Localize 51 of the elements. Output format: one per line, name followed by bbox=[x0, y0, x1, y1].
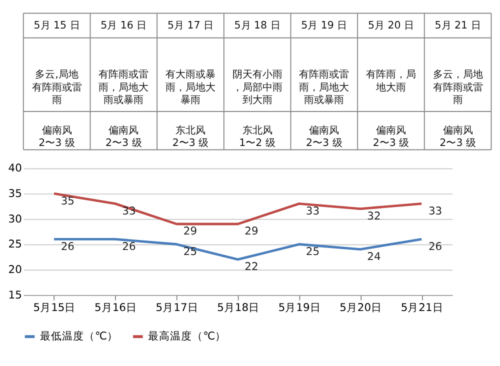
text: 5月 18 日 bbox=[234, 20, 280, 32]
text: 5月 15 日 bbox=[34, 20, 80, 32]
data-label: 22 bbox=[244, 260, 258, 274]
text: 5月 17 日 bbox=[167, 20, 214, 32]
text: 有阵雨，局地大雨 bbox=[366, 68, 416, 94]
text: 5月 20 日 bbox=[368, 20, 414, 32]
text: 东北风 2〜3 级 bbox=[172, 124, 209, 150]
data-label: 29 bbox=[183, 224, 198, 238]
data-label: 26 bbox=[60, 240, 75, 253]
x-tick-label: 5月17日 bbox=[156, 301, 198, 314]
text: 有阵雨或雷雨，局地大雨或暴雨 bbox=[98, 68, 149, 106]
line-series bbox=[52, 192, 423, 226]
x-tick-label: 5月21日 bbox=[400, 301, 444, 314]
data-label: 35 bbox=[60, 194, 74, 208]
text: 偏南风 2〜3 级 bbox=[38, 124, 75, 150]
legend-label: 最低温度（℃） bbox=[40, 330, 118, 343]
text: 阴天有小雨，局部中雨到大雨 bbox=[232, 68, 282, 106]
line-series bbox=[52, 238, 423, 261]
x-tick-label: 5月19日 bbox=[278, 301, 321, 314]
text: 多云,局地有阵雨或雷雨 bbox=[32, 68, 82, 106]
data-label: 33 bbox=[306, 204, 320, 218]
x-tick-label: 5月15日 bbox=[33, 301, 76, 314]
text: 多云，局地有阵雨或雷雨 bbox=[432, 68, 483, 106]
data-label: 25 bbox=[306, 244, 320, 258]
data-label: 24 bbox=[367, 250, 381, 264]
y-tick-label: 20 bbox=[8, 263, 22, 276]
text: 有阵雨或雷雨，局地大雨或暴雨 bbox=[299, 68, 350, 106]
y-tick-label: 40 bbox=[8, 162, 22, 175]
x-tick-label: 5月20日 bbox=[340, 301, 382, 314]
text: 5月 19 日 bbox=[301, 20, 348, 32]
text: 5月 16 日 bbox=[100, 20, 147, 32]
data-label: 29 bbox=[244, 224, 258, 238]
data-label: 32 bbox=[367, 210, 381, 223]
data-label: 26 bbox=[122, 240, 136, 253]
y-tick-label: 15 bbox=[8, 288, 22, 302]
y-tick-label: 25 bbox=[8, 238, 22, 251]
text: 偏南风 2〜3 级 bbox=[106, 124, 142, 150]
data-label: 26 bbox=[428, 240, 442, 253]
data-label: 33 bbox=[428, 204, 442, 218]
text: 偏南风 2〜3 级 bbox=[440, 124, 476, 150]
text: 有大雨或暴雨，局地大暴雨 bbox=[165, 68, 216, 106]
text: 东北风 1〜2 级 bbox=[239, 124, 276, 150]
text: 偏南风 2〜3 级 bbox=[372, 124, 410, 150]
text: 5月 21 日 bbox=[434, 20, 481, 32]
x-tick-label: 5月16日 bbox=[94, 301, 138, 314]
y-tick-label: 30 bbox=[8, 212, 22, 226]
legend-label: 最高温度（℃） bbox=[148, 330, 226, 343]
y-tick-label: 35 bbox=[8, 186, 22, 200]
data-label: 25 bbox=[183, 244, 198, 258]
text: 偏南风 2〜3 级 bbox=[306, 124, 342, 150]
x-tick-label: 5月18日 bbox=[217, 301, 260, 314]
